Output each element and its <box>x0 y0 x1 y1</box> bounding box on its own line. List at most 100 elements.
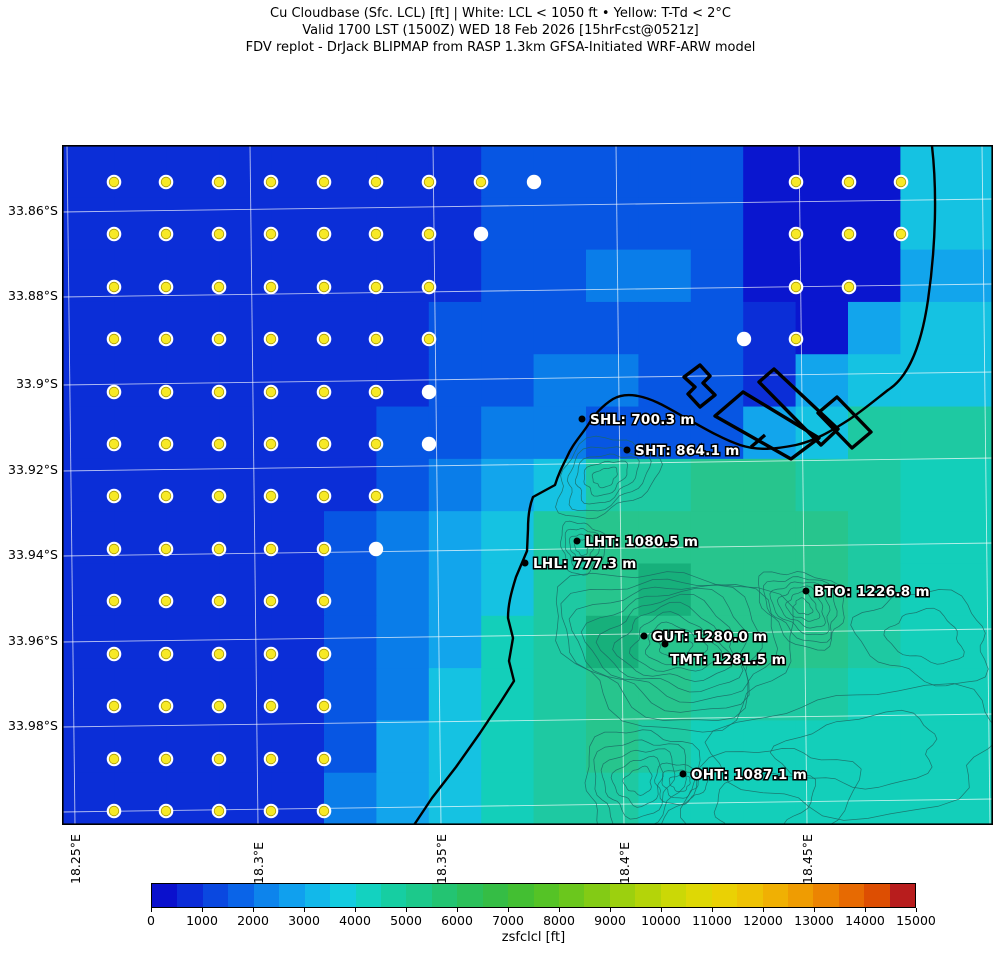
raster-cell <box>428 772 482 825</box>
raster-cell <box>533 668 587 722</box>
raster-cell <box>428 197 482 251</box>
contour-ring <box>593 739 687 825</box>
raster-cell <box>271 772 325 825</box>
raster-cell <box>795 458 849 512</box>
yellow-grid-marker <box>370 281 382 293</box>
yellow-grid-marker <box>318 281 330 293</box>
raster-cell <box>428 668 482 722</box>
contour-ring <box>680 748 862 825</box>
raster-cell <box>533 197 587 251</box>
raster-cell <box>376 668 430 722</box>
yellow-grid-marker <box>213 753 225 765</box>
raster-cell <box>743 197 797 251</box>
raster-cell <box>62 458 115 512</box>
raster-cell <box>166 301 220 355</box>
raster-cell <box>62 249 115 303</box>
raster-cell <box>533 406 587 460</box>
contour-ring <box>758 571 845 651</box>
raster-cell <box>114 197 168 251</box>
raster-cell <box>481 668 535 722</box>
x-tick-text: 18.45°E <box>800 834 815 884</box>
terrain-contours <box>555 435 993 825</box>
colorbar-segment <box>253 884 280 907</box>
yellow-grid-marker <box>108 438 120 450</box>
colorbar-segment <box>838 884 865 907</box>
y-tick-label: 33.98°S <box>8 718 58 733</box>
raster-cell <box>62 772 115 825</box>
yellow-grid-marker <box>790 176 802 188</box>
raster-cell <box>481 720 535 774</box>
y-tick-label: 33.94°S <box>8 547 58 562</box>
raster-cell <box>114 145 168 198</box>
colorbar-segment <box>482 884 509 907</box>
raster-cell <box>638 197 692 251</box>
raster-cell <box>62 354 115 408</box>
raster-cell <box>114 563 168 617</box>
yellow-grid-marker <box>423 281 435 293</box>
colorbar-segment <box>787 884 814 907</box>
raster-cell <box>114 615 168 669</box>
colorbar-segment <box>660 884 687 907</box>
harbor-breakwaters <box>682 363 873 461</box>
raster-cell <box>900 668 993 722</box>
raster-cell <box>376 772 430 825</box>
raster-cell <box>166 563 220 617</box>
raster-cell <box>848 458 901 512</box>
yellow-grid-marker <box>318 176 330 188</box>
contour-ring <box>568 584 763 713</box>
raster-cell <box>638 458 692 512</box>
raster-cell <box>743 458 797 512</box>
yellow-grid-marker <box>265 805 277 817</box>
yellow-grid-marker <box>318 700 330 712</box>
raster-cell <box>271 406 325 460</box>
y-tick-label: 33.88°S <box>8 288 58 303</box>
yellow-grid-marker <box>370 438 382 450</box>
yellow-grid-marker <box>213 386 225 398</box>
raster-cell <box>481 772 535 825</box>
raster-cell <box>638 145 692 198</box>
coastline <box>413 145 937 825</box>
raster-cell <box>795 249 849 303</box>
raster-cell <box>271 615 325 669</box>
yellow-grid-marker <box>160 700 172 712</box>
colorbar-segment <box>355 884 381 907</box>
contour-ring <box>763 576 838 643</box>
colorbar-tick-label: 6000 <box>441 913 473 928</box>
raster-cell <box>166 145 220 198</box>
colorbar-segment <box>202 884 229 907</box>
lat-lon-graticule <box>62 145 993 825</box>
colorbar-tick-mark <box>457 908 458 912</box>
raster-cell <box>376 197 430 251</box>
raster-cell <box>638 563 692 617</box>
yellow-grid-marker <box>213 648 225 660</box>
colorbar-label: zsfclcl [ft] <box>501 930 566 945</box>
colorbar-ticks: 0 1000 2000 3000 4000 5000 6000 7000 8000 9000 100… <box>147 908 936 938</box>
raster-cell <box>376 406 430 460</box>
y-tick-label: 33.92°S <box>8 462 58 477</box>
station-dot-sht <box>623 446 631 454</box>
colorbar-segment <box>431 884 458 907</box>
raster-cell <box>586 511 639 565</box>
colorbar-tick-label: 15000 <box>896 913 936 928</box>
yellow-grid-marker <box>318 595 330 607</box>
yellow-grid-marker <box>265 595 277 607</box>
raster-cell <box>62 668 115 722</box>
station-label-bto: BTO: 1226.8 m <box>814 584 930 600</box>
station-label-sht: SHT: 864.1 m <box>635 443 740 459</box>
raster-cell <box>690 249 744 303</box>
raster-cell <box>900 511 993 565</box>
white-lcl-marker <box>421 436 437 452</box>
raster-cell <box>376 301 430 355</box>
raster-cell <box>795 511 849 565</box>
raster-cell <box>900 197 993 251</box>
yellow-grid-marker <box>790 333 802 345</box>
yellow-grid-marker <box>108 543 120 555</box>
raster-cell <box>166 458 220 512</box>
raster-cell <box>900 615 993 669</box>
raster-cell <box>271 563 325 617</box>
raster-cell <box>533 720 587 774</box>
x-tick-text: 18.25°E <box>68 834 83 884</box>
raster-cell <box>586 720 639 774</box>
raster-cell <box>533 354 587 408</box>
station-label-oht: OHT: 1087.1 m <box>691 767 807 783</box>
